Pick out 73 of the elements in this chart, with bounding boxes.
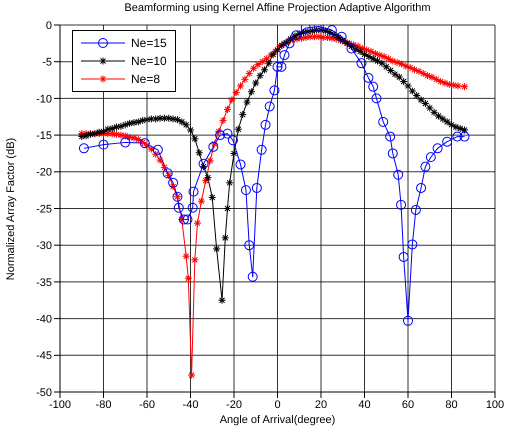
- chart-title: Beamforming using Kernel Affine Projection Adaptive Algorithm: [123, 2, 432, 14]
- point: [272, 62, 282, 72]
- point: [396, 200, 406, 210]
- point: [452, 132, 462, 142]
- point: [432, 143, 443, 154]
- point: [420, 162, 430, 172]
- point: [256, 144, 267, 155]
- point: [403, 316, 413, 326]
- x-tick-label: -80: [96, 398, 112, 411]
- point: [388, 148, 398, 158]
- point: [248, 272, 258, 282]
- x-tick-label: 80: [445, 398, 458, 411]
- y-tick-label: -35: [36, 276, 52, 289]
- y-tick-label: -20: [36, 166, 52, 179]
- y-tick-label: -5: [42, 56, 52, 69]
- point: [410, 204, 421, 215]
- point: [168, 178, 178, 188]
- x-tick-label: 60: [402, 398, 414, 411]
- legend-label: Ne=10: [131, 54, 167, 68]
- x-tick-label: 0: [274, 398, 281, 411]
- legend-label: Ne=15: [131, 36, 167, 50]
- point: [371, 93, 382, 104]
- point: [208, 142, 218, 152]
- y-tick-label: -25: [36, 203, 52, 216]
- point: [260, 120, 271, 130]
- point: [356, 58, 366, 68]
- point: [264, 101, 275, 112]
- point: [385, 132, 396, 142]
- point: [426, 152, 436, 162]
- point: [244, 240, 254, 250]
- point: [98, 140, 108, 150]
- y-tick-label: -40: [36, 314, 52, 326]
- point: [236, 159, 246, 170]
- y-tick-label: -30: [36, 240, 52, 252]
- y-tick-label: -50: [36, 386, 52, 399]
- point: [279, 50, 290, 60]
- point: [368, 82, 378, 92]
- point: [174, 202, 184, 213]
- point: [228, 135, 238, 146]
- x-tick-label: -40: [182, 398, 198, 411]
- point: [442, 136, 452, 147]
- point: [188, 186, 199, 197]
- y-tick-label: -10: [36, 93, 52, 106]
- x-tick-label: -20: [226, 398, 242, 411]
- x-tick-label: 20: [314, 398, 328, 411]
- point: [393, 170, 404, 180]
- point: [182, 214, 192, 225]
- point: [222, 128, 232, 139]
- y-tick-label: -45: [36, 350, 52, 362]
- point: [269, 85, 280, 96]
- point: [215, 130, 226, 140]
- x-tick-label: -60: [139, 398, 155, 411]
- point: [78, 143, 89, 154]
- point: [363, 72, 374, 83]
- point: [162, 168, 173, 178]
- point: [276, 62, 286, 72]
- point: [416, 182, 426, 193]
- point: [240, 185, 251, 196]
- y-tick-label: -15: [36, 130, 52, 142]
- x-axis-title: Angle of Arrival(degree): [218, 414, 336, 426]
- x-tick-label: -100: [48, 398, 72, 411]
- point: [378, 116, 388, 127]
- point: [460, 132, 470, 142]
- point: [398, 252, 409, 262]
- point: [178, 214, 189, 225]
- legend-label: Ne=8: [131, 72, 160, 86]
- point: [407, 239, 418, 250]
- point: [252, 182, 262, 193]
- point: [188, 202, 198, 213]
- x-tick-label: 100: [486, 398, 504, 411]
- y-axis-title: Normalized Array Factor (dB): [5, 137, 17, 280]
- x-tick-label: 40: [358, 398, 371, 411]
- y-tick-label: 0: [46, 20, 52, 32]
